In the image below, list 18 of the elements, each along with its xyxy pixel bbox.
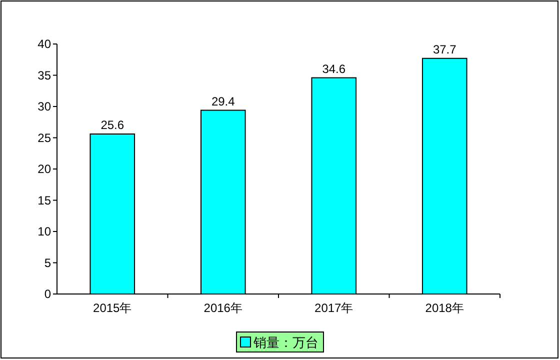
xtick: 2016年: [204, 301, 242, 315]
data-label: 29.4: [211, 94, 235, 108]
data-label: 25.6: [100, 118, 124, 132]
ytick: 5: [44, 256, 51, 270]
ytick: 20: [38, 162, 51, 176]
legend-label: 销量：万台: [254, 335, 318, 350]
data-label: 34.6: [322, 62, 346, 76]
ytick: 15: [38, 193, 51, 208]
xtick: 2018年: [425, 301, 464, 315]
ytick: 25: [38, 130, 51, 145]
ytick: 40: [38, 37, 51, 51]
ytick: 30: [38, 100, 51, 114]
ytick: 10: [38, 224, 51, 238]
ytick: 0: [44, 287, 51, 301]
data-label: 37.7: [432, 42, 456, 56]
xtick: 2015年: [93, 301, 132, 315]
xtick: 2017年: [314, 301, 354, 315]
ytick: 35: [38, 68, 51, 82]
